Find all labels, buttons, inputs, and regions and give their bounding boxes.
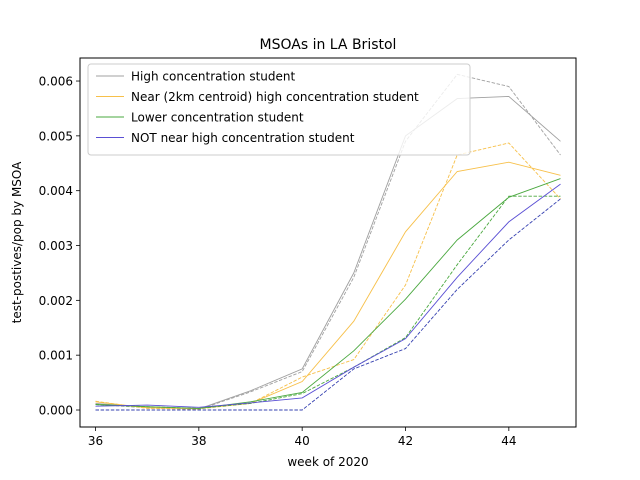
y-tick-label: 0.003 <box>39 239 73 253</box>
series-line-3 <box>95 161 561 409</box>
y-tick-label: 0.000 <box>39 404 73 418</box>
legend-box <box>87 63 471 156</box>
legend-entry: Near (2km centroid) high concentration s… <box>131 90 419 104</box>
legend-entry: NOT near high concentration student <box>131 131 355 145</box>
y-axis: 0.000 0.001 0.002 0.003 0.004 0.005 0.006 <box>39 75 80 418</box>
series-line-8-dashed <box>95 198 561 411</box>
x-tick-label: 40 <box>295 434 310 448</box>
y-tick-label: 0.005 <box>39 129 73 143</box>
legend-entry: Lower concentration student <box>131 111 304 125</box>
legend: High concentration student Near (2km cent… <box>87 63 471 156</box>
x-tick-label: 42 <box>398 434 413 448</box>
x-tick-label: 36 <box>88 434 103 448</box>
y-tick-label: 0.006 <box>39 75 73 89</box>
plot-lines <box>95 73 561 411</box>
series-line-7 <box>95 183 561 408</box>
chart-title: MSOAs in LA Bristol <box>260 37 397 53</box>
plot-frame <box>79 57 577 428</box>
y-axis-label: test-postives/pop by MSOA <box>10 161 24 324</box>
legend-entry: High concentration student <box>131 70 295 84</box>
x-axis: 36 38 40 42 44 <box>88 427 516 448</box>
x-tick-label: 38 <box>191 434 206 448</box>
series-line-6-dashed <box>95 195 561 409</box>
y-tick-label: 0.002 <box>39 294 73 308</box>
series-line-4-dashed <box>95 142 561 410</box>
x-tick-label: 44 <box>501 434 516 448</box>
x-axis-label: week of 2020 <box>287 455 368 469</box>
y-tick-label: 0.001 <box>39 349 73 363</box>
y-tick-label: 0.004 <box>39 184 73 198</box>
